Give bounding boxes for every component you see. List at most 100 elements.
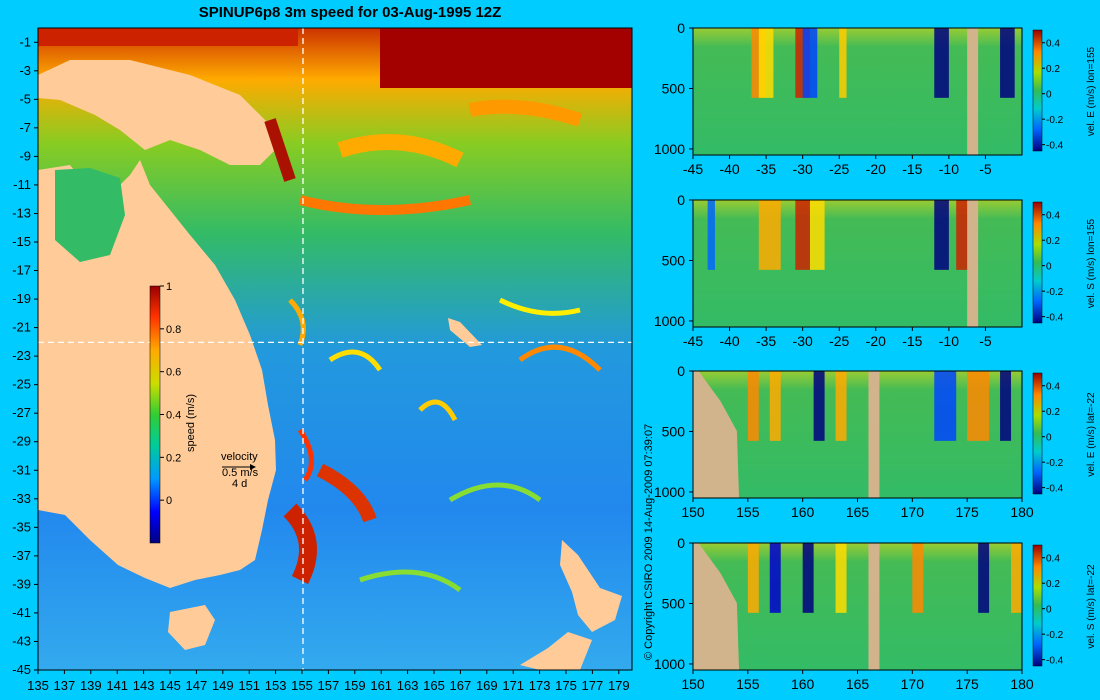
- vel-E-lon155-y-tick-label: 1000: [654, 141, 685, 157]
- vel-E-lat-22-colorbar: [1032, 372, 1043, 495]
- map-x-tick-label: 141: [106, 678, 128, 693]
- vel-E-lon155-velocity-band: [802, 28, 818, 98]
- vel-E-lon155-colorbar-tick-label: 0: [1046, 90, 1052, 101]
- vel-E-lon155-velocity-band: [758, 28, 774, 98]
- vel-S-lon155-land: [967, 200, 979, 327]
- map-x-tick-label: 163: [397, 678, 419, 693]
- vel-E-lat-22-colorbar-tick-label: -0.4: [1046, 484, 1064, 495]
- vel-S-lat-22-colorbar-tick-label: -0.2: [1046, 630, 1064, 641]
- map-y-tick-label: -31: [12, 462, 31, 477]
- vel-S-lat-22-x-tick-label: 170: [901, 676, 925, 692]
- new-caledonia-land: [448, 318, 482, 347]
- map-y-tick-label: -3: [19, 63, 31, 78]
- vel-S-lat-22-field: [693, 543, 1022, 670]
- vel-S-lat-22-x-tick-label: 180: [1010, 676, 1034, 692]
- map-y-tick-label: -27: [12, 405, 31, 420]
- map-y-tick-label: -25: [12, 377, 31, 392]
- velocity-legend-duration: 4 d: [232, 478, 247, 490]
- velocity-legend-scale: 0.5 m/s: [222, 467, 259, 479]
- map-y-tick-label: -43: [12, 633, 31, 648]
- speed-colorbar-label: speed (m/s): [185, 394, 197, 452]
- map-y-tick-label: -9: [19, 148, 31, 163]
- vel-S-lon155-velocity-band: [758, 200, 781, 270]
- vel-E-lat-22-coast: [693, 371, 740, 498]
- speed-colorbar-ticks: 1 0.8 0.6 0.4 0.2 0: [160, 281, 181, 507]
- vel-S-lon155-velocity-band: [707, 200, 715, 270]
- vel-E-lon155-x-tick-label: -30: [793, 161, 813, 177]
- map-x-tick-label: 161: [370, 678, 392, 693]
- map-y-tick-label: -5: [19, 91, 31, 106]
- vel-S-lat-22-velocity-band: [747, 543, 759, 613]
- copyright-note: © Copyright CSIRO 2009 14-Aug-2009 07:39…: [643, 423, 655, 660]
- vel-E-lon155-velocity-band: [934, 28, 949, 98]
- vel-E-lon155-x-tick-label: -45: [683, 161, 703, 177]
- vel-S-lon155-x-tick-label: -40: [719, 333, 739, 349]
- vel-E-lon155-x-tick-label: -10: [939, 161, 959, 177]
- map-y-axis: -1 -3 -5 -7 -9 -11 -13 -15 -17 -19 -21 -23 -25 -27 -29…: [12, 34, 38, 677]
- map-x-tick-label: 137: [54, 678, 76, 693]
- velocity-legend-title: velocity: [221, 451, 258, 463]
- vel-S-lon155-x-tick-label: -15: [902, 333, 922, 349]
- speed-colorbar-tick-label: 0.6: [166, 367, 181, 379]
- map-x-tick-label: 175: [555, 678, 577, 693]
- vel-S-lat-22-y-tick-label: 1000: [654, 656, 685, 672]
- map-x-tick-label: 171: [502, 678, 524, 693]
- vel-E-lon155-frame: [692, 27, 1023, 156]
- vel-S-lon155-colorbar: [1032, 201, 1043, 324]
- vel-E-lat-22-x-tick-label: 155: [736, 504, 760, 520]
- north-jet: [38, 28, 298, 46]
- vel-S-lat-22-velocity-band: [835, 543, 847, 613]
- map-y-tick-label: -7: [19, 120, 31, 135]
- vel-S-lon155-x-tick-label: -20: [866, 333, 886, 349]
- vel-S-lat-22-velocity-band: [769, 543, 781, 613]
- vel-E-lat-22-velocity-band: [934, 371, 957, 441]
- vel-S-lon155-velocity-band: [809, 200, 825, 270]
- vel-E-lon155-colorbar-tick-label: -0.2: [1046, 115, 1064, 126]
- vel-E-lat-22-x-tick-label: 165: [846, 504, 870, 520]
- vel-S-lon155-panel: -45 -40 -35 -30 -25 -20 -15 -10 -5 0 500 1000 0.4 0.2…: [654, 192, 1097, 349]
- vel-E-lon155-y-tick-label: 500: [662, 80, 686, 96]
- vel-S-lon155-x-tick-label: -35: [756, 333, 776, 349]
- vel-S-lon155-x-tick-label: -45: [683, 333, 703, 349]
- map-y-tick-label: -19: [12, 291, 31, 306]
- map-x-tick-label: 159: [344, 678, 366, 693]
- map-y-tick-label: -15: [12, 234, 31, 249]
- new-zealand-south-land: [520, 632, 592, 670]
- vel-E-lat-22-x-tick-label: 180: [1010, 504, 1034, 520]
- vel-S-lon155-x-tick-label: -10: [939, 333, 959, 349]
- vel-S-lon155-colorbar-tick-label: 0: [1046, 262, 1052, 273]
- vel-E-lon155-colorbar: [1032, 29, 1043, 152]
- vel-E-lon155-colorbar-tick-label: 0.4: [1046, 39, 1060, 50]
- vel-S-lat-22-x-tick-label: 150: [681, 676, 705, 692]
- speed-colorbar-tick-label: 0.2: [166, 452, 181, 464]
- vel-S-lat-22-velocity-band: [1011, 543, 1022, 613]
- vel-S-lat-22-x-tick-label: 175: [955, 676, 979, 692]
- map-y-tick-label: -29: [12, 434, 31, 449]
- vel-E-lat-22-velocity-band: [769, 371, 781, 441]
- map-y-tick-label: -23: [12, 348, 31, 363]
- map-x-tick-label: 157: [318, 678, 340, 693]
- vel-E-lon155-x-tick-label: -5: [979, 161, 992, 177]
- vel-E-lat-22-y-tick-label: 0: [677, 363, 685, 379]
- vel-E-lat-22-velocity-band: [1000, 371, 1012, 441]
- equatorial-jet: [380, 28, 632, 88]
- vel-E-lat-22-x-tick-label: 150: [681, 504, 705, 520]
- vel-E-lat-22-y-tick-label: 1000: [654, 484, 685, 500]
- vel-E-lon155-y-tick-label: 0: [677, 20, 685, 36]
- vel-S-lat-22-panel: 150 155 160 165 170 175 180 0 500 1000 0.4 0.2 0 -0.2…: [654, 535, 1097, 692]
- speed-colorbar-tick-label: 0.8: [166, 324, 181, 336]
- vel-E-lat-22-panel: 150 155 160 165 170 175 180 0 500 1000 0.4 0.2 0 -0.2…: [654, 363, 1097, 520]
- vel-E-lon155-colorbar-tick-label: 0.2: [1046, 64, 1060, 75]
- speed-colorbar: [149, 285, 161, 544]
- map-x-tick-label: 167: [450, 678, 472, 693]
- map-x-tick-label: 153: [265, 678, 287, 693]
- map-y-tick-label: -45: [12, 662, 31, 677]
- vel-E-lat-22-x-tick-label: 160: [791, 504, 815, 520]
- vel-E-lon155-x-tick-label: -25: [829, 161, 849, 177]
- vel-S-lat-22-colorbar: [1032, 544, 1043, 667]
- map-x-tick-label: 147: [186, 678, 208, 693]
- vel-E-lat-22-land: [868, 371, 880, 498]
- vel-E-lon155-velocity-band: [839, 28, 847, 98]
- vel-S-lon155-colorbar-tick-label: 0.4: [1046, 211, 1060, 222]
- vel-S-lon155-colorbar-tick-label: -0.4: [1046, 313, 1064, 324]
